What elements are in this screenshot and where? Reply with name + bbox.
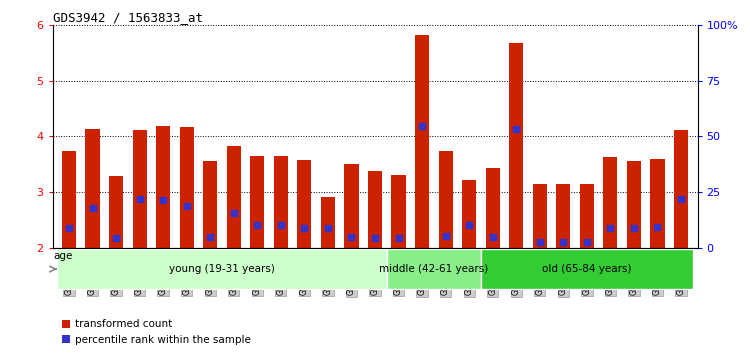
Bar [344, 164, 358, 248]
Bar [481, 249, 693, 290]
Point [440, 233, 452, 238]
Point [63, 225, 75, 231]
Bar [274, 156, 288, 248]
Bar [133, 130, 147, 248]
Bar [509, 42, 524, 248]
Point [580, 239, 592, 245]
Bar [179, 127, 194, 248]
Point [204, 234, 216, 239]
Bar [580, 184, 594, 248]
Point [346, 234, 358, 239]
Bar [415, 35, 429, 248]
Point [510, 126, 522, 132]
Point [110, 235, 122, 241]
Bar [627, 161, 641, 248]
Point [604, 225, 616, 231]
Bar [387, 249, 481, 290]
Point [464, 223, 476, 228]
Text: GDS3942 / 1563833_at: GDS3942 / 1563833_at [53, 11, 202, 24]
Text: young (19-31 years): young (19-31 years) [169, 264, 275, 274]
Bar [297, 160, 311, 248]
Bar [486, 167, 500, 248]
Bar [650, 159, 664, 248]
Point [416, 124, 428, 129]
Bar [368, 171, 382, 248]
Point [369, 235, 381, 241]
Bar [321, 196, 335, 248]
Point [322, 225, 334, 231]
Point [392, 235, 404, 241]
Bar [86, 129, 100, 248]
Bar [462, 180, 476, 248]
Point [628, 225, 640, 231]
Legend: transformed count, percentile rank within the sample: transformed count, percentile rank withi… [58, 315, 256, 349]
Bar [439, 152, 453, 248]
Point [251, 223, 263, 228]
Bar [156, 126, 170, 248]
Bar [603, 157, 617, 248]
Point [534, 239, 546, 245]
Text: old (65-84 years): old (65-84 years) [542, 264, 632, 274]
Text: middle (42-61 years): middle (42-61 years) [380, 264, 488, 274]
Text: age: age [53, 251, 72, 261]
Bar [532, 184, 547, 248]
Bar [57, 249, 387, 290]
Bar [556, 184, 571, 248]
Bar [674, 130, 688, 248]
Point [652, 224, 664, 229]
Point [557, 239, 569, 245]
Point [158, 197, 170, 203]
Point [181, 203, 193, 209]
Bar [109, 176, 123, 248]
Point [274, 223, 286, 228]
Point [675, 196, 687, 202]
Point [487, 234, 499, 239]
Bar [203, 161, 217, 248]
Point [86, 205, 98, 211]
Bar [251, 156, 264, 248]
Bar [226, 146, 241, 248]
Point [298, 225, 310, 231]
Point [134, 196, 146, 202]
Point [228, 210, 240, 216]
Bar [62, 152, 76, 248]
Bar [392, 175, 406, 248]
